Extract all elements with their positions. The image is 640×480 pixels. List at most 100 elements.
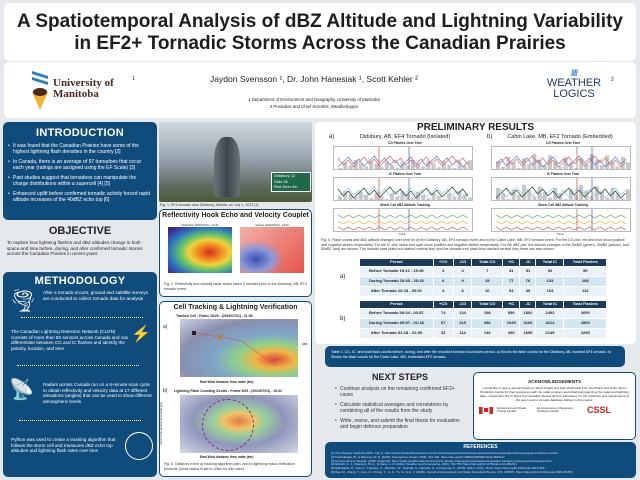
- intro-bullet: Enhanced uplift before confirmed tornadi…: [8, 191, 151, 203]
- flash-table-a: Period +CG -CG Total CG +IC -IC Total IC Total …: [359, 258, 607, 297]
- canada-flag-icon: [479, 406, 493, 414]
- flash-bar: [442, 199, 446, 200]
- flash-bar: [574, 168, 578, 169]
- reference-item: [5] Nishihashi, M., Arai, K., Fujiwara, …: [331, 466, 545, 471]
- flash-bar: [506, 156, 511, 169]
- flash-bar: [447, 164, 452, 169]
- column-header: Total CG: [472, 259, 503, 266]
- university-of-manitoba-logo: University of Manitoba: [29, 68, 129, 112]
- flash-bar: [584, 163, 589, 169]
- count-cell: 41: [503, 267, 520, 276]
- end-marker: [218, 335, 222, 339]
- poster-title: A Spatiotemporal Analysis of dBZ Altitud…: [4, 3, 636, 61]
- flash-bar: [457, 162, 462, 169]
- flash-bar: [421, 195, 426, 200]
- count-cell: 4: [433, 287, 453, 296]
- flash-bar: [605, 197, 610, 200]
- satellite-dish-icon: 📡: [9, 379, 34, 401]
- next-steps-section: NEXT STEPS Continue analysis on the rema…: [330, 372, 470, 430]
- flash-bar: [400, 191, 405, 200]
- count-cell: 2690: [564, 309, 606, 318]
- flash-bar: [364, 195, 368, 200]
- series-line: [337, 186, 469, 199]
- count-cell: 114: [453, 329, 472, 338]
- count-cell: 32: [433, 329, 453, 338]
- next-step-bullet: Continue analysis on the remaining confi…: [335, 386, 464, 398]
- count-cell: 67: [433, 319, 453, 328]
- column-header: Total IC: [536, 301, 564, 308]
- tornado-photo: Didsbury 12 Olds 26 Red Deer 84: [159, 122, 312, 202]
- flash-bar: [452, 168, 457, 169]
- series-line: [495, 155, 627, 168]
- count-cell: 49: [520, 287, 536, 296]
- flash-bar: [532, 154, 537, 169]
- flash-bar: [615, 193, 620, 200]
- flash-bar: [353, 197, 358, 200]
- tracked-cell-map: [180, 319, 298, 377]
- column-header: -IC: [520, 301, 536, 308]
- flash-bar: [620, 156, 625, 169]
- flash-bar: [395, 168, 400, 169]
- flash-bar: [511, 189, 516, 200]
- count-cell: 99: [564, 267, 606, 276]
- flash-bar: [594, 186, 599, 200]
- affiliation-2: 2 President and Chief Scientist, Weather…: [269, 104, 359, 109]
- count-cell: 6: [453, 287, 472, 296]
- flash-bar: [358, 163, 363, 169]
- flash-bar: [348, 165, 353, 169]
- count-cell: 168: [564, 277, 606, 286]
- count-cell: 690: [503, 309, 520, 318]
- start-marker: [192, 331, 196, 335]
- flash-bar: [338, 168, 342, 169]
- flash-bar: [426, 198, 431, 200]
- series-line: [495, 186, 627, 199]
- count-cell: 286: [472, 319, 503, 328]
- count-cell: 6: [433, 277, 453, 286]
- reference-item: [3] Government of Canada. (2025, August …: [331, 458, 552, 463]
- series-line: [495, 220, 627, 225]
- count-cell: 2295: [564, 329, 606, 338]
- table-row: During Tornado 00:57 - 01:18 67 219 286 1045…: [360, 319, 606, 328]
- flash-bar: [348, 194, 353, 200]
- series-line: [495, 214, 627, 219]
- count-cell: 92: [536, 267, 564, 276]
- flash-bar: [374, 164, 379, 169]
- flash-bar: [431, 164, 436, 169]
- flash-bar: [338, 196, 342, 200]
- count-cell: 198: [472, 309, 503, 318]
- cabin-lake-sub2-chart: [491, 177, 631, 201]
- intro-bullet: It was found that the Canadian Prairies …: [8, 143, 151, 155]
- didsbury-sub2-chart: [333, 177, 473, 201]
- flash-bar: [369, 198, 374, 200]
- weatherlogics-logo: //// WEATHER LOGICS: [539, 68, 609, 100]
- flash-bar: [379, 195, 384, 200]
- flash-bar: [390, 193, 394, 200]
- period-cell: During Tornado 19:45 - 20:18: [360, 277, 433, 286]
- table-header-row: Period +CG -CG Total CG +IC -IC Total IC Total …: [360, 301, 606, 308]
- flash-bar: [516, 194, 521, 200]
- period-cell: During Tornado 00:57 - 01:18: [360, 319, 433, 328]
- column-header: Total Flashes: [564, 259, 606, 266]
- reference-item: [2] Kochtubajda, B., & Burrows, W. R. (2…: [331, 454, 505, 459]
- series-line: [337, 220, 469, 225]
- flash-bar: [532, 196, 537, 200]
- flash-bar: [436, 195, 441, 200]
- series-line: [337, 214, 469, 219]
- count-cell: 76: [520, 277, 536, 286]
- flash-bar: [462, 194, 467, 200]
- count-cell: 153: [536, 277, 564, 286]
- cssl-logo: CSSL: [587, 405, 612, 415]
- series-line: [337, 155, 469, 168]
- flash-bar: [431, 192, 436, 200]
- count-cell: 9: [453, 277, 472, 286]
- count-cell: 74: [433, 309, 453, 318]
- flash-bar: [527, 190, 532, 200]
- count-cell: 124: [453, 309, 472, 318]
- flash-bar: [390, 164, 394, 169]
- affiliation-1: 1 Department of Environment and Geograph…: [248, 97, 380, 102]
- road-sign: Didsbury 12 Olds 26 Red Deer 84: [271, 172, 311, 192]
- flash-table-b: Period +CG -CG Total CG +IC -IC Total IC Total …: [359, 300, 607, 339]
- flash-bar: [468, 197, 472, 200]
- column-header: Total IC: [536, 259, 564, 266]
- count-cell: 77: [503, 277, 520, 286]
